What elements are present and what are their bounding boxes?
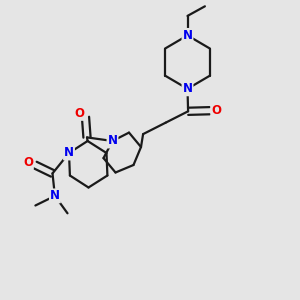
Text: N: N — [107, 134, 118, 148]
Text: O: O — [74, 107, 84, 120]
Text: N: N — [50, 189, 60, 203]
Text: N: N — [64, 146, 74, 160]
Text: O: O — [211, 104, 221, 117]
Text: N: N — [182, 29, 193, 42]
Text: O: O — [23, 156, 33, 169]
Text: N: N — [182, 82, 193, 95]
